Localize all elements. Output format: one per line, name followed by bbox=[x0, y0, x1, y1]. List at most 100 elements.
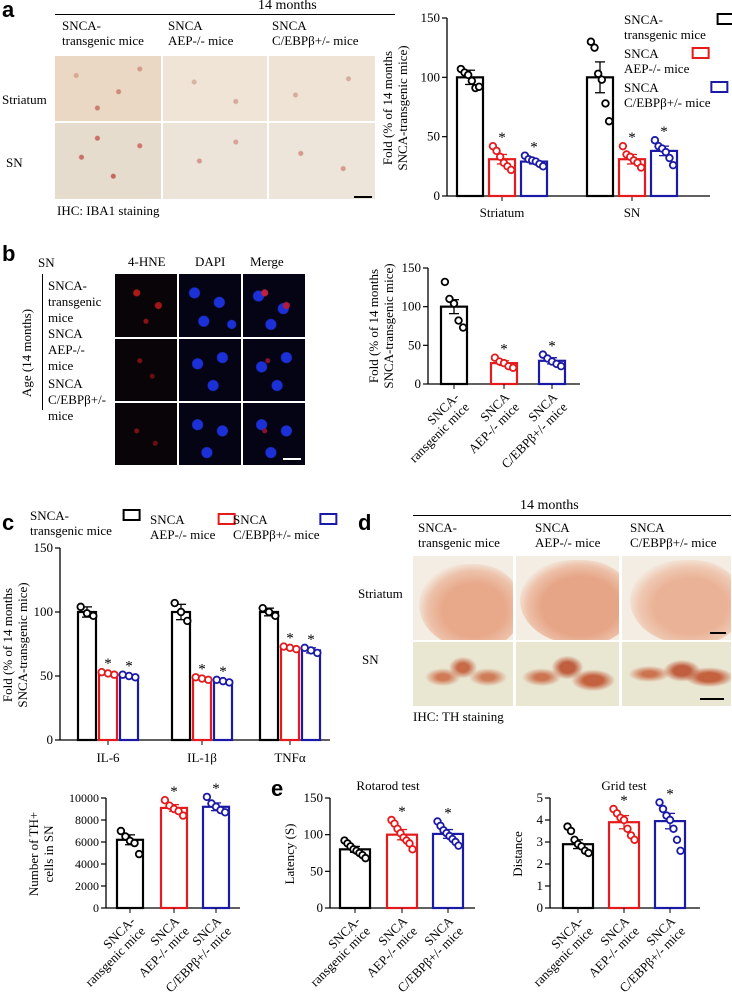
panel-a-header: 14 months bbox=[258, 0, 317, 13]
data-point-c0 bbox=[170, 598, 179, 608]
th-image-cebp-striatum bbox=[622, 556, 731, 640]
data-point-d0 bbox=[130, 838, 139, 848]
significance-star-c2: * bbox=[307, 632, 315, 648]
chart-d-th-count: 0 2000 4000 6000 8000 10000 Number of TH+cells… bbox=[26, 781, 240, 995]
data-point-e22 bbox=[672, 835, 682, 844]
data-point-e12 bbox=[454, 841, 463, 850]
y-tick-label: 50 bbox=[408, 337, 421, 352]
panel-b-region: SN bbox=[38, 255, 55, 270]
legend-label-2: SNCA bbox=[624, 80, 659, 95]
iba1-image-snca-striatum bbox=[55, 56, 161, 121]
data-point-a0 bbox=[467, 76, 477, 86]
panel-a-stain-caption: IHC: IBA1 staining bbox=[57, 203, 160, 218]
significance-star-a2: * bbox=[660, 124, 668, 140]
data-point-a0 bbox=[593, 69, 603, 78]
data-point-a2 bbox=[665, 153, 674, 163]
y-tick-label: 10000 bbox=[69, 791, 99, 805]
data-point-b0 bbox=[458, 323, 468, 332]
x-tick-label: SNCA-ransgenic mice bbox=[520, 913, 596, 989]
panel-d-row-sn: SN bbox=[362, 652, 379, 667]
significance-star-e21: * bbox=[620, 793, 628, 809]
merge-image-aep bbox=[243, 339, 305, 401]
significance-star-e12: * bbox=[444, 805, 452, 821]
y-tick-label: 100 bbox=[304, 827, 324, 842]
data-point-a1 bbox=[495, 152, 505, 162]
chart-title: Grid test bbox=[601, 778, 647, 793]
y-tick-label: 150 bbox=[34, 540, 54, 555]
x-tick-label: SN bbox=[624, 205, 641, 220]
legend-label-0: transgenic mice bbox=[624, 27, 706, 42]
data-point-c0 bbox=[271, 611, 280, 621]
data-point-d2 bbox=[202, 792, 212, 802]
bar-d1 bbox=[159, 806, 189, 910]
y-tick-label: 0 bbox=[47, 732, 54, 747]
significance-star-a1: * bbox=[498, 130, 506, 146]
legend-swatch-0 bbox=[716, 13, 732, 25]
bar-c1 bbox=[279, 646, 301, 742]
bar-c2 bbox=[118, 674, 140, 742]
data-point-e22 bbox=[665, 815, 675, 825]
data-point-b0 bbox=[449, 299, 459, 308]
legend-label-2: SNCA bbox=[233, 512, 268, 527]
panel-b-row-2: SNCA AEP-/- mice bbox=[48, 326, 85, 373]
data-point-c2 bbox=[225, 678, 234, 687]
data-point-c0 bbox=[89, 611, 98, 621]
data-point-e20 bbox=[566, 826, 576, 836]
data-point-c1 bbox=[110, 670, 119, 679]
data-point-a1 bbox=[636, 163, 646, 172]
significance-star-c2: * bbox=[125, 659, 133, 675]
significance-star-c2: * bbox=[219, 664, 227, 680]
y-tick-label: 0 bbox=[537, 900, 544, 915]
panel-b-channel-dapi: DAPI bbox=[195, 254, 226, 269]
scale-bar-d-striatum bbox=[710, 632, 726, 634]
panel-d-col-2: SNCA AEP-/- mice bbox=[535, 520, 601, 550]
legend-swatch-1 bbox=[217, 513, 236, 525]
legend-swatch-0 bbox=[122, 509, 141, 521]
data-point-b2 bbox=[556, 362, 566, 371]
data-point-e20 bbox=[584, 848, 593, 858]
data-point-a0 bbox=[601, 99, 610, 108]
data-point-e22 bbox=[676, 846, 685, 855]
panel-b-row-3: SNCA C/EBPβ+/- mice bbox=[48, 376, 107, 423]
significance-star-c1: * bbox=[104, 656, 112, 672]
hne-image-cebp bbox=[115, 403, 177, 465]
x-tick-label: SNCA-ransgenic mice bbox=[72, 913, 148, 989]
y-tick-label: 100 bbox=[34, 604, 54, 619]
panel-d-stain-caption: IHC: TH staining bbox=[413, 709, 504, 724]
legend-swatch-2 bbox=[710, 81, 729, 93]
data-point-b0 bbox=[454, 316, 463, 325]
data-point-c1 bbox=[204, 675, 213, 685]
data-point-e10 bbox=[361, 853, 370, 863]
data-point-b0 bbox=[440, 277, 450, 287]
y-tick-label: 8000 bbox=[75, 813, 99, 827]
chart-e-grid: Grid test 0 1 2 3 4 5 Distance SNCA-ransgenic mi… bbox=[510, 778, 700, 995]
y-tick-label: 4000 bbox=[75, 857, 99, 871]
panel-d-col-1: SNCA-transgenic mice bbox=[418, 520, 500, 550]
th-image-cebp-sn bbox=[622, 642, 731, 706]
data-point-a2 bbox=[661, 147, 671, 157]
chart-a-iba1: 0 50 100 150 Fold (% of 14 monthsSNCA-transg… bbox=[380, 10, 732, 220]
y-tick-label: 6000 bbox=[75, 835, 99, 849]
legend-label-1: SNCA bbox=[624, 46, 659, 61]
y-axis-label: Latency (S) bbox=[282, 823, 297, 884]
data-point-e11 bbox=[408, 845, 417, 854]
data-point-a1 bbox=[492, 146, 501, 156]
data-point-a0 bbox=[474, 82, 484, 92]
bar-c0 bbox=[76, 610, 98, 742]
y-axis-label: Distance bbox=[510, 831, 525, 877]
y-tick-label: 100 bbox=[402, 299, 422, 314]
panel-a-row-sn: SN bbox=[6, 155, 23, 170]
panel-d-header-rule bbox=[413, 515, 731, 516]
y-tick-label: 5 bbox=[537, 790, 544, 805]
legend-label-1: AEP-/- mice bbox=[624, 61, 690, 76]
data-point-e21 bbox=[619, 815, 629, 825]
dapi-image-snca bbox=[179, 274, 241, 337]
y-axis-label: Number of TH+cells in SN bbox=[26, 812, 56, 896]
data-point-a0 bbox=[590, 43, 599, 52]
chart-title: Rotarod test bbox=[356, 778, 420, 793]
significance-star-e22: * bbox=[666, 786, 674, 802]
significance-star-b1: * bbox=[500, 342, 508, 358]
data-point-a0 bbox=[604, 117, 614, 126]
bar-c0 bbox=[258, 610, 280, 742]
legend-label-0: SNCA- bbox=[30, 508, 69, 523]
